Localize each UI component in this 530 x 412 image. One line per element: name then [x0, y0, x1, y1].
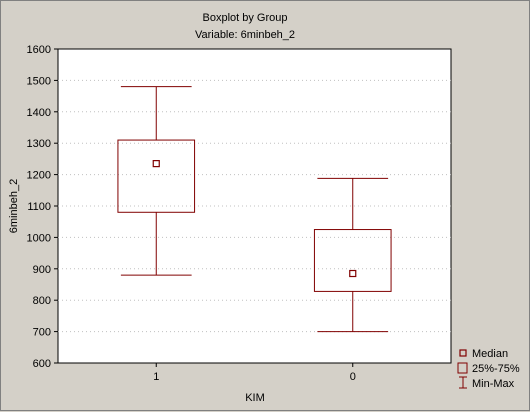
y-tick-label-1400: 1400 [27, 107, 51, 119]
y-tick-label-1100: 1100 [27, 201, 51, 213]
y-tick-label-700: 700 [33, 327, 51, 339]
gridlines [58, 79, 451, 333]
legend: Median 25%-75% Min-Max [457, 348, 520, 390]
legend-median-label: Median [472, 348, 508, 360]
y-tick-label-1000: 1000 [27, 232, 51, 244]
y-tick-label-1200: 1200 [27, 170, 51, 182]
legend-median-marker [459, 349, 467, 357]
legend-whisker-marker [459, 376, 467, 389]
legend-minmax-label: Min-Max [472, 378, 515, 390]
legend-box-marker [457, 362, 468, 374]
x-tick-label-1: 1 [153, 371, 159, 383]
chart-subtitle: Variable: 6minbeh_2 [195, 29, 295, 41]
x-tick-label-0: 0 [350, 371, 356, 383]
box-group-0 [313, 177, 392, 333]
y-tick-label-1500: 1500 [27, 75, 51, 87]
y-tick-label-1300: 1300 [27, 138, 51, 150]
iqr-box-1 [117, 139, 196, 213]
iqr-box-0 [313, 229, 392, 292]
y-tick-label-1600: 1600 [27, 44, 51, 56]
y-tick-label-600: 600 [33, 358, 51, 370]
legend-box-label: 25%-75% [472, 363, 520, 375]
y-axis: 600 700 800 900 1000 1100 1200 1300 1400 1500 1600 [27, 44, 58, 370]
x-axis-label: KIM [245, 392, 265, 404]
chart-title: Boxplot by Group [203, 12, 288, 24]
y-tick-label-900: 900 [33, 264, 51, 276]
median-marker-1 [152, 160, 160, 168]
median-marker-0 [349, 269, 357, 278]
box-group-1 [117, 86, 196, 276]
y-tick-label-800: 800 [33, 295, 51, 307]
y-axis-label: 6minbeh_2 [8, 179, 20, 233]
boxes [117, 86, 392, 333]
